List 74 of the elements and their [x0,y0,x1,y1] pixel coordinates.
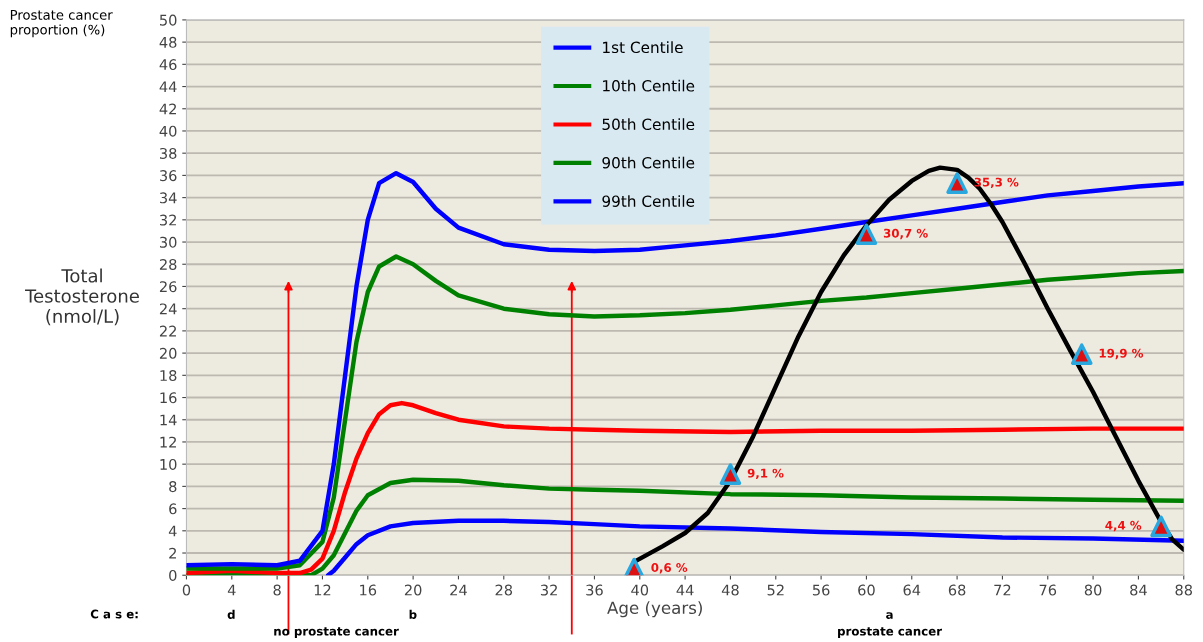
legend-label: 50th Centile [602,118,695,131]
y-tick-label: 42 [159,103,176,115]
y-tick-label: 18 [160,370,177,382]
x-tick-label: 8 [273,584,281,596]
y-tick-label: 10 [160,458,177,470]
y-tick-label: 12 [160,436,176,448]
x-tick-label: 16 [360,584,377,596]
x-tick-label: 84 [1130,584,1147,596]
legend-label: 1st Centile [603,41,683,54]
text: a [886,612,893,619]
legend-label: 99th Centile [602,195,695,207]
x-tick-label: 56 [812,584,830,596]
y-tick-label: 46 [159,59,177,71]
x-tick-label: 36 [586,584,603,596]
x-tick-label: 12 [314,584,331,596]
legend-label: 90th Centile [602,156,695,169]
point [946,172,968,194]
y-tick-label: 36 [159,170,177,182]
y-tick-label: 34 [159,192,177,204]
y-tick-label: 22 [159,325,176,337]
y-tick-label: 32 [159,214,176,226]
y-tick-label: 2 [169,547,176,559]
x-tick-label: 4 [227,584,236,596]
x-tick-label: 80 [1084,584,1102,596]
data-label: 4,4 % [1105,520,1142,532]
y-tick-label: 26 [159,281,177,293]
y-tick-label: 50 [160,14,177,26]
y-tick-label: 14 [160,414,177,426]
x-tick-label: 88 [1175,584,1193,596]
x-tick-label: 48 [721,584,739,596]
x-tick-label: 24 [450,584,467,596]
point [1070,343,1093,366]
y-tick-label: 16 [160,392,177,404]
text: d [227,609,235,619]
data-label: 0,6 % [651,563,688,574]
y-tick-label: 30 [159,236,177,248]
x-tick-label: 64 [903,584,921,596]
y-axis-title: Total Testosterone (nmol/L) [25,268,139,326]
text: C a s e: [90,609,138,619]
y-tick-label: 20 [159,347,177,359]
point [719,463,742,485]
x-tick-label: 68 [948,584,966,596]
x-tick-label: 60 [858,584,875,596]
text: no prostate cancer [274,627,399,638]
point [855,223,878,246]
data-label: 19,9 % [1099,348,1144,360]
x-tick-label: 40 [631,584,649,596]
y-tick-label: 44 [159,81,177,93]
y-tick-label: 48 [159,36,177,48]
y-tick-label: 40 [159,125,177,137]
x-tick-label: 76 [1039,584,1057,596]
y-tick-label: 28 [159,258,177,270]
y-tick-label: 4 [168,525,177,537]
data-label: 9,1 % [747,468,784,480]
x-tick-label: 20 [404,584,422,596]
y-tick-label: 6 [169,503,177,515]
line-series [325,518,1184,576]
x-tick-label: 44 [676,584,694,596]
legend-label: 10th Centile [603,79,695,92]
x-tick-label: 52 [767,584,784,596]
data-label: 30,7 % [883,228,928,240]
y-tick-label: 0 [169,569,177,581]
text: b [409,609,417,619]
x-tick-label: 32 [540,584,557,596]
point [1150,515,1172,538]
x-tick-label: 72 [994,584,1011,596]
y-tick-label: 8 [169,481,177,493]
x-tick-label: 0 [182,584,191,596]
y-tick-label: 38 [159,147,177,159]
x-tick-label: 28 [495,584,513,596]
text: prostate cancer [838,627,943,638]
y-tick-label: 24 [159,303,177,315]
x-axis-title: Age (years) [607,601,702,618]
text: Prostate cancer proportion (%) [10,10,113,38]
